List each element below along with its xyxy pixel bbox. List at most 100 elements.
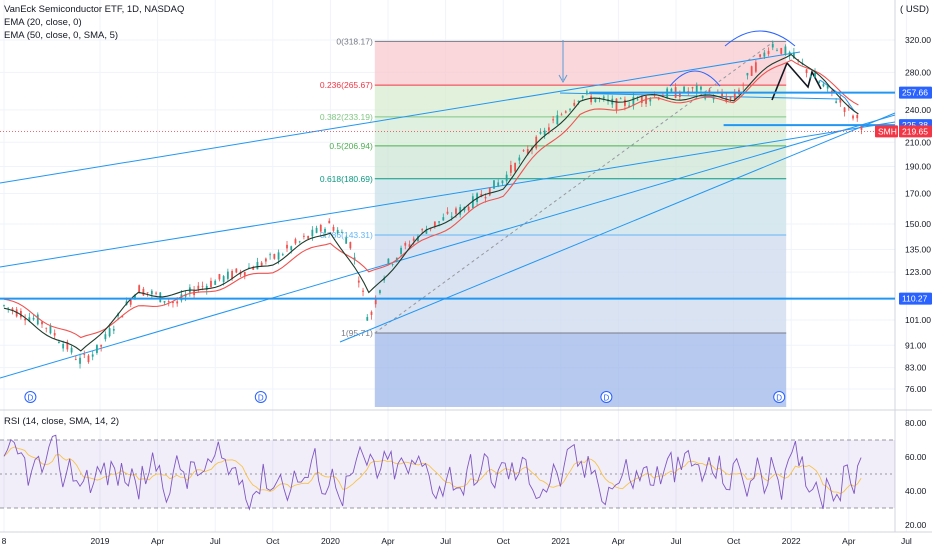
candle-body [264, 258, 267, 262]
candle-body [509, 165, 512, 173]
candle-body [856, 114, 859, 119]
pattern-arc [669, 70, 721, 87]
fib-level-label: 0.236(265.67) [320, 80, 373, 90]
candle-body [776, 49, 778, 51]
candle-body [226, 271, 229, 279]
legend-title: VanEck Semiconductor ETF, 1D, NASDAQ [4, 4, 185, 15]
fib-trendline [374, 40, 775, 334]
time-tick-label: 2021 [551, 536, 570, 546]
candle-body [581, 95, 584, 98]
candle-body [379, 290, 381, 294]
candle-body [488, 187, 491, 196]
candle-body [214, 280, 217, 285]
fib-retracement[interactable]: 0(318.17) 0.236(265.67) 0.382(233.19) 0.5(2… [320, 36, 787, 407]
time-tick-label: 2022 [782, 536, 801, 546]
candle-body [41, 321, 43, 325]
candle-body [7, 307, 10, 309]
candle-body [231, 270, 233, 279]
dividend-marker-label: D [604, 394, 610, 403]
candle-body [58, 341, 60, 344]
candle-body [539, 131, 542, 134]
price-tick-label: 83.00 [905, 363, 927, 373]
dividend-marker [773, 391, 786, 403]
candle-body [303, 235, 305, 237]
candle-body [480, 193, 483, 197]
candle-body [28, 317, 31, 322]
candle-body [11, 308, 14, 311]
fib-level-label: 1(95.71) [341, 328, 373, 338]
candle-body [560, 114, 563, 116]
candle-body [294, 239, 297, 244]
candle-body [797, 59, 800, 61]
candle-body [83, 354, 86, 355]
candle-body [670, 88, 673, 92]
candle-body [547, 127, 550, 131]
candle-body [839, 99, 842, 103]
candle-body [62, 343, 65, 349]
trend-lines[interactable] [0, 30, 896, 379]
candle-body [134, 295, 136, 299]
candle-body [459, 207, 462, 215]
price-tick-label: 240.00 [905, 105, 931, 115]
symbol-tag-label: SMH [878, 126, 897, 136]
candle-body [746, 73, 749, 76]
time-axis[interactable]: 8 2019 Apr Jul Oct 2020 Apr Jul Oct 2021 Apr Jul Oct… [2, 536, 912, 546]
channel-line [0, 114, 896, 379]
candle-body [742, 84, 745, 86]
candle-body [387, 258, 390, 264]
candle-body [79, 357, 81, 364]
fib-level-label: 0.382(233.19) [320, 112, 373, 122]
candle-body [826, 85, 829, 89]
candle-body [780, 47, 783, 54]
candle-body [400, 247, 402, 254]
currency-paren-open: ( [900, 4, 906, 15]
candle-body [256, 261, 259, 270]
currency-paren-close: ) [925, 4, 930, 15]
candle-body [476, 193, 478, 202]
price-tick-label: 280.00 [905, 67, 931, 77]
candle-body [24, 318, 27, 321]
legend-ema20[interactable]: EMA (20, close, 0) [4, 17, 82, 28]
candle-body [564, 111, 567, 113]
candle-body [3, 305, 5, 307]
horizontal-levels[interactable] [0, 91, 895, 300]
price-axis[interactable]: 320.00 280.00 240.00 210.00 190.00 170.00 150.… [875, 35, 932, 394]
legend-rsi[interactable]: RSI (14, close, SMA, 14, 2) [4, 416, 120, 427]
candle-body [628, 105, 631, 108]
candle-body [150, 290, 153, 295]
candle-body [653, 95, 656, 96]
rsi-line [3, 434, 862, 511]
candle-body [763, 52, 766, 57]
candle-body [471, 196, 474, 209]
fib-zone [374, 178, 787, 236]
candle-body [222, 276, 225, 282]
rsi-axis[interactable]: 80.00 60.00 40.00 20.00 [905, 418, 927, 530]
candle-body [243, 271, 246, 276]
ema-line [3, 59, 859, 339]
candle-body [700, 86, 702, 90]
price-series [0, 40, 895, 369]
candle-body [112, 329, 115, 331]
candle-body [484, 196, 487, 199]
legend-ema50[interactable]: EMA (50, close, 0, SMA, 5) [4, 30, 119, 41]
candle-body [366, 317, 369, 321]
candle-body [455, 208, 457, 214]
candle-body [277, 252, 280, 260]
fib-level-label: 0(318.17) [336, 36, 373, 46]
price-tag-label: 110.27 [902, 294, 928, 304]
rsi-tick-label: 20.00 [905, 520, 927, 530]
price-tick-label: 91.00 [905, 340, 927, 350]
candle-body [374, 298, 377, 305]
candle-body [852, 115, 854, 119]
candle-body [788, 51, 791, 55]
candle-body [315, 227, 318, 233]
candle-body [442, 217, 445, 221]
fib-zone [374, 116, 787, 146]
candle-body [328, 220, 331, 224]
candle-body [691, 87, 694, 89]
candle-body [835, 101, 838, 103]
price-tag [899, 125, 932, 138]
